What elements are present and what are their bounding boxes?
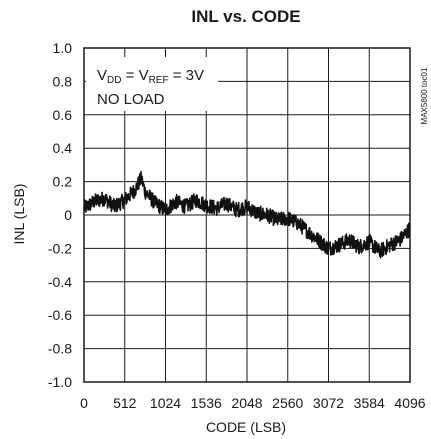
x-tick-labels: 0 512 1024 1536 2048 2560 3072 3584 4096 xyxy=(80,395,426,411)
x-axis-label: CODE (LSB) xyxy=(206,419,286,435)
series-layer xyxy=(83,170,411,259)
inl-series-line xyxy=(83,170,411,259)
y-tick-label: 0 xyxy=(64,207,72,223)
y-tick-label: 0.4 xyxy=(53,140,73,156)
y-tick-label: -0.6 xyxy=(48,307,72,323)
y-tick-label: -0.2 xyxy=(48,240,72,256)
x-tick-label: 512 xyxy=(113,395,137,411)
y-tick-label: 0.8 xyxy=(53,73,73,89)
y-tick-label: -0.4 xyxy=(48,274,72,290)
y-tick-label: 1.0 xyxy=(53,40,73,56)
y-tick-label: 0.2 xyxy=(53,174,73,190)
x-tick-label: 4096 xyxy=(394,395,425,411)
plot-frame xyxy=(83,47,411,383)
y-tick-label: -1.0 xyxy=(48,374,72,390)
x-tick-label: 1536 xyxy=(191,395,222,411)
annotation-line-2: NO LOAD xyxy=(97,91,165,108)
x-tick-label: 2048 xyxy=(231,395,262,411)
chart-title: INL vs. CODE xyxy=(191,7,300,26)
y-tick-labels: 1.0 0.8 0.6 0.4 0.2 0 -0.2 -0.4 -0.6 -0.8 -1.0 xyxy=(48,40,72,390)
figure-id-label: MAX5800 toc01 xyxy=(420,67,429,124)
x-tick-label: 3072 xyxy=(313,395,344,411)
annotation-box xyxy=(86,57,218,111)
y-tick-label: 0.6 xyxy=(53,107,73,123)
x-tick-label: 3584 xyxy=(354,395,385,411)
y-axis-label: INL (LSB) xyxy=(11,184,27,245)
x-tick-label: 1024 xyxy=(150,395,181,411)
x-tick-label: 0 xyxy=(80,395,88,411)
x-tick-label: 2560 xyxy=(272,395,303,411)
annotation-line-1: VDD = VREF = 3V xyxy=(97,67,204,86)
y-tick-label: -0.8 xyxy=(48,341,72,357)
